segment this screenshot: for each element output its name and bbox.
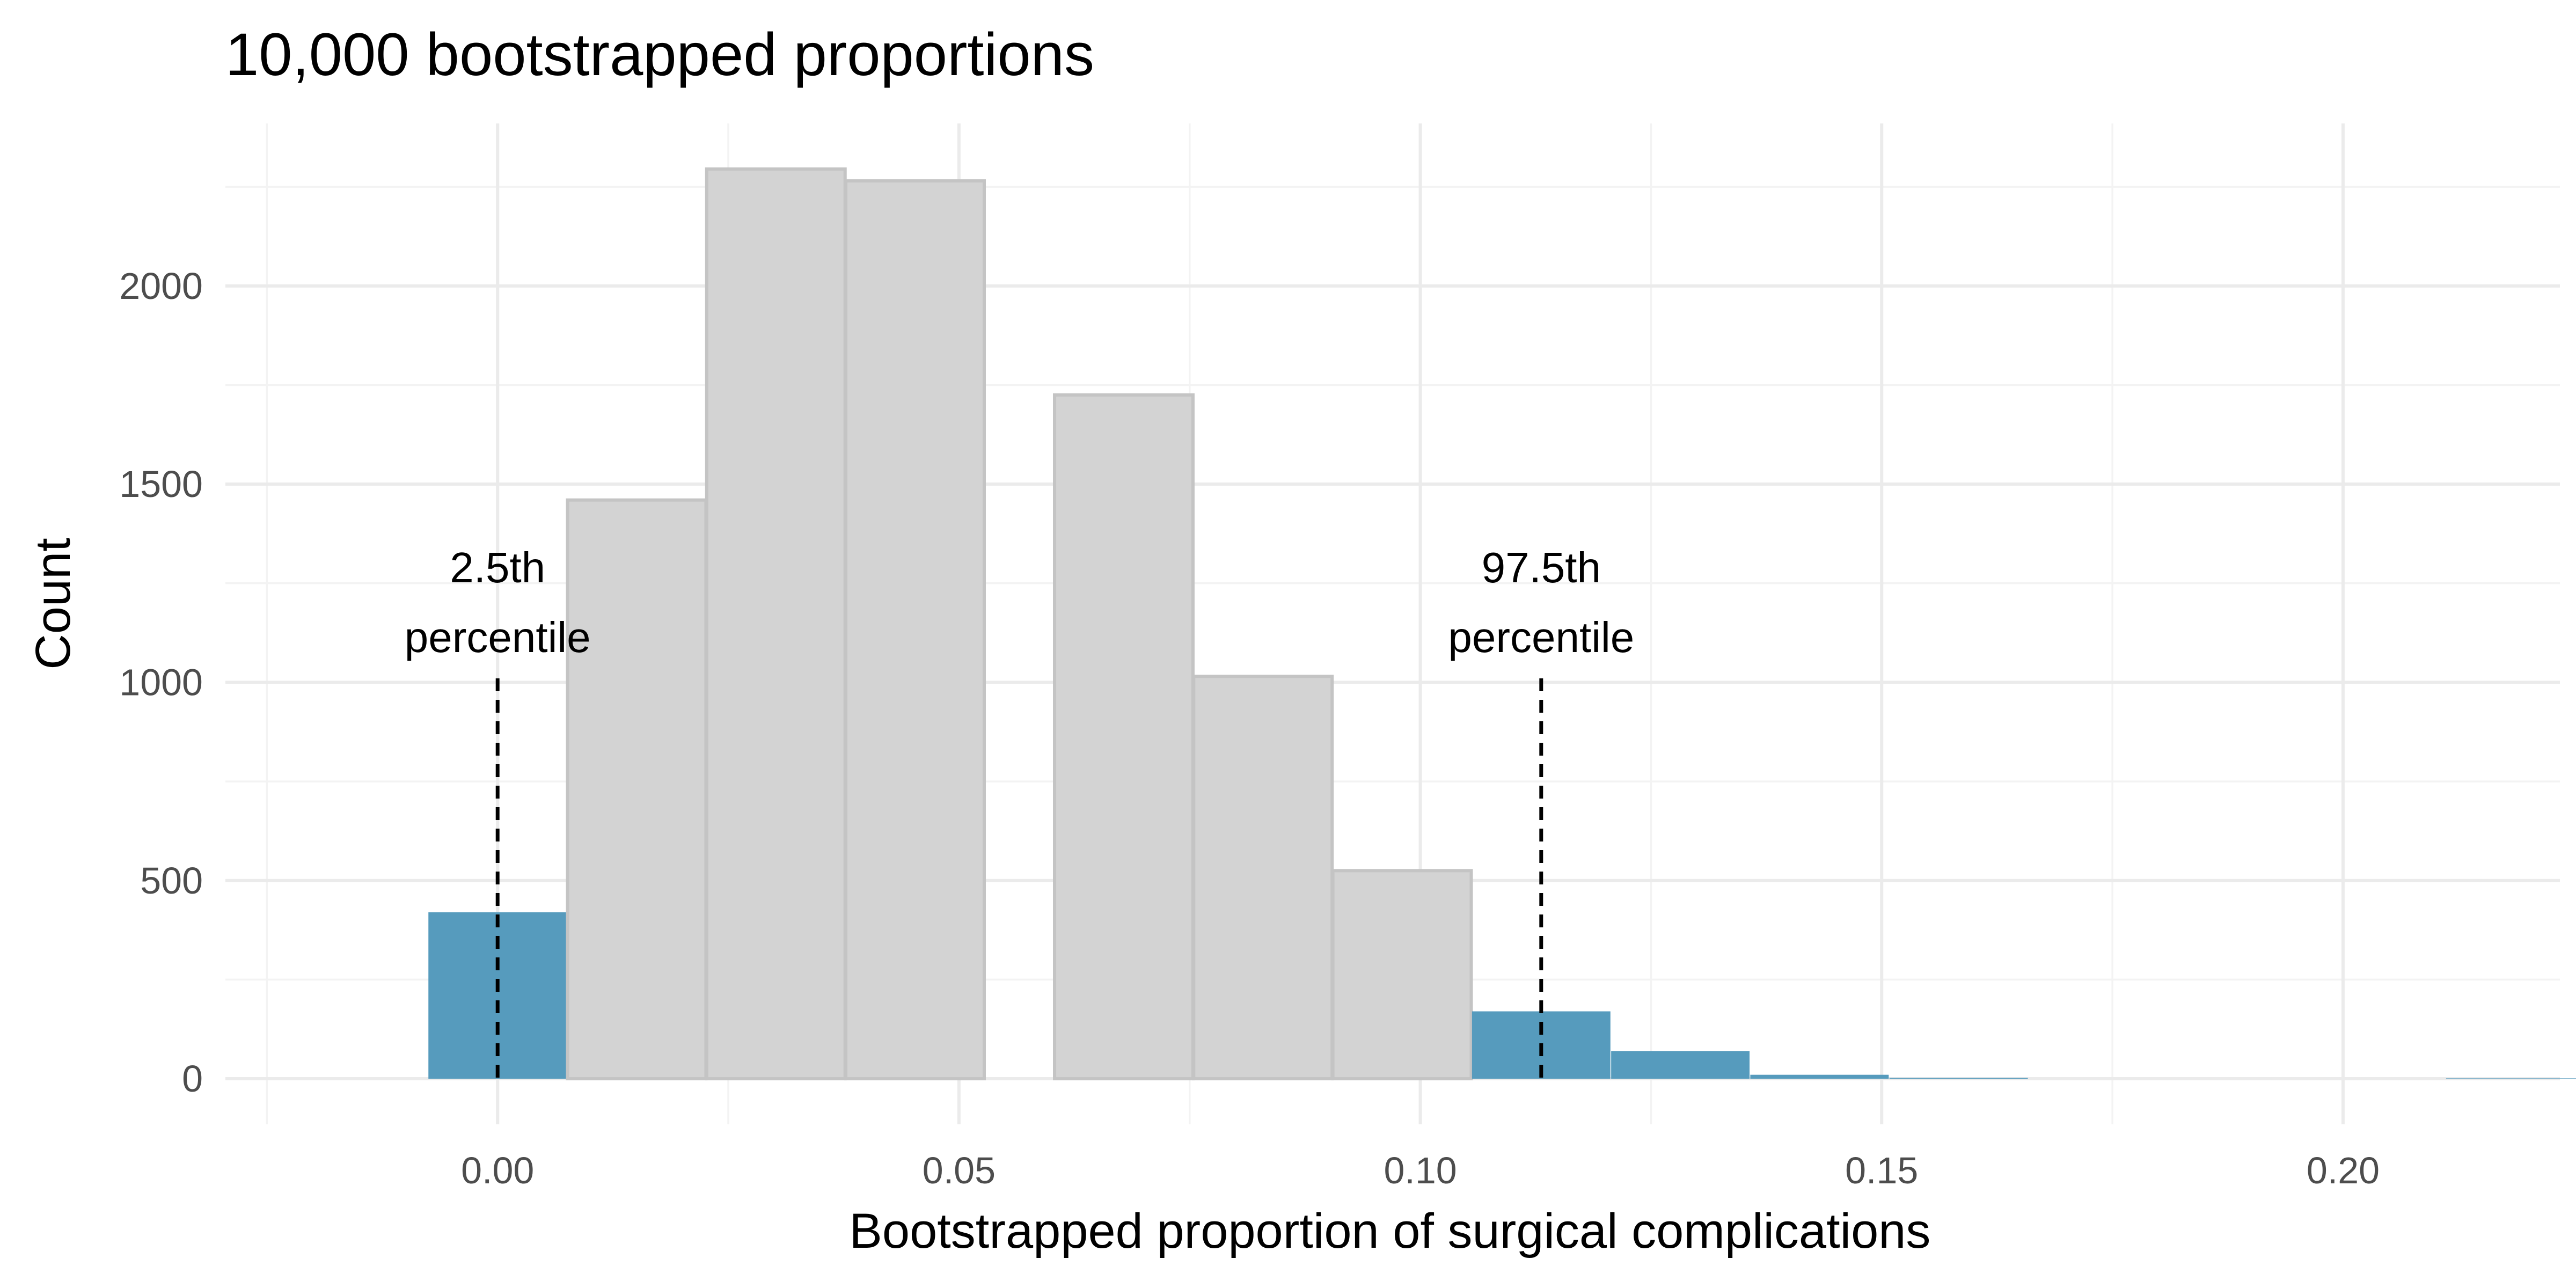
percentile-label-line2: percentile	[1448, 613, 1634, 661]
center-bar	[566, 498, 708, 1081]
x-axis-ticks: 0.00 0.05 0.10 0.15 0.20	[461, 1150, 2380, 1191]
percentile-label-line1: 2.5th	[450, 544, 545, 591]
tail-bar	[2446, 1078, 2576, 1079]
annotation-layer: 2.5th percentile 97.5th percentile	[405, 544, 1634, 1079]
center-bar	[1331, 869, 1473, 1081]
y-tick-label: 2000	[119, 265, 203, 307]
center-bar	[844, 179, 986, 1081]
y-tick-label: 0	[182, 1058, 203, 1100]
y-axis-title: Count	[26, 538, 80, 670]
tail-bar	[1889, 1078, 2028, 1079]
y-tick-label: 1500	[119, 463, 203, 505]
percentile-label-line2: percentile	[405, 613, 591, 661]
x-axis-title: Bootstrapped proportion of surgical comp…	[850, 1204, 1931, 1258]
center-bar	[705, 167, 847, 1081]
x-tick-label: 0.00	[461, 1150, 534, 1191]
y-tick-label: 1000	[119, 661, 203, 703]
y-tick-label: 500	[140, 860, 203, 902]
x-tick-label: 0.10	[1384, 1150, 1457, 1191]
x-tick-label: 0.05	[923, 1150, 996, 1191]
percentile-label-line1: 97.5th	[1482, 544, 1601, 591]
x-tick-label: 0.20	[2307, 1150, 2380, 1191]
chart-title: 10,000 bootstrapped proportions	[225, 21, 1094, 88]
y-axis-ticks: 0 500 1000 1500 2000	[119, 265, 203, 1100]
center-bar	[1053, 393, 1195, 1081]
tail-bar	[1611, 1051, 1750, 1079]
tail-bar	[1750, 1074, 1889, 1079]
center-bar	[1192, 675, 1334, 1081]
x-tick-label: 0.15	[1845, 1150, 1918, 1191]
bars-layer	[428, 167, 2576, 1081]
